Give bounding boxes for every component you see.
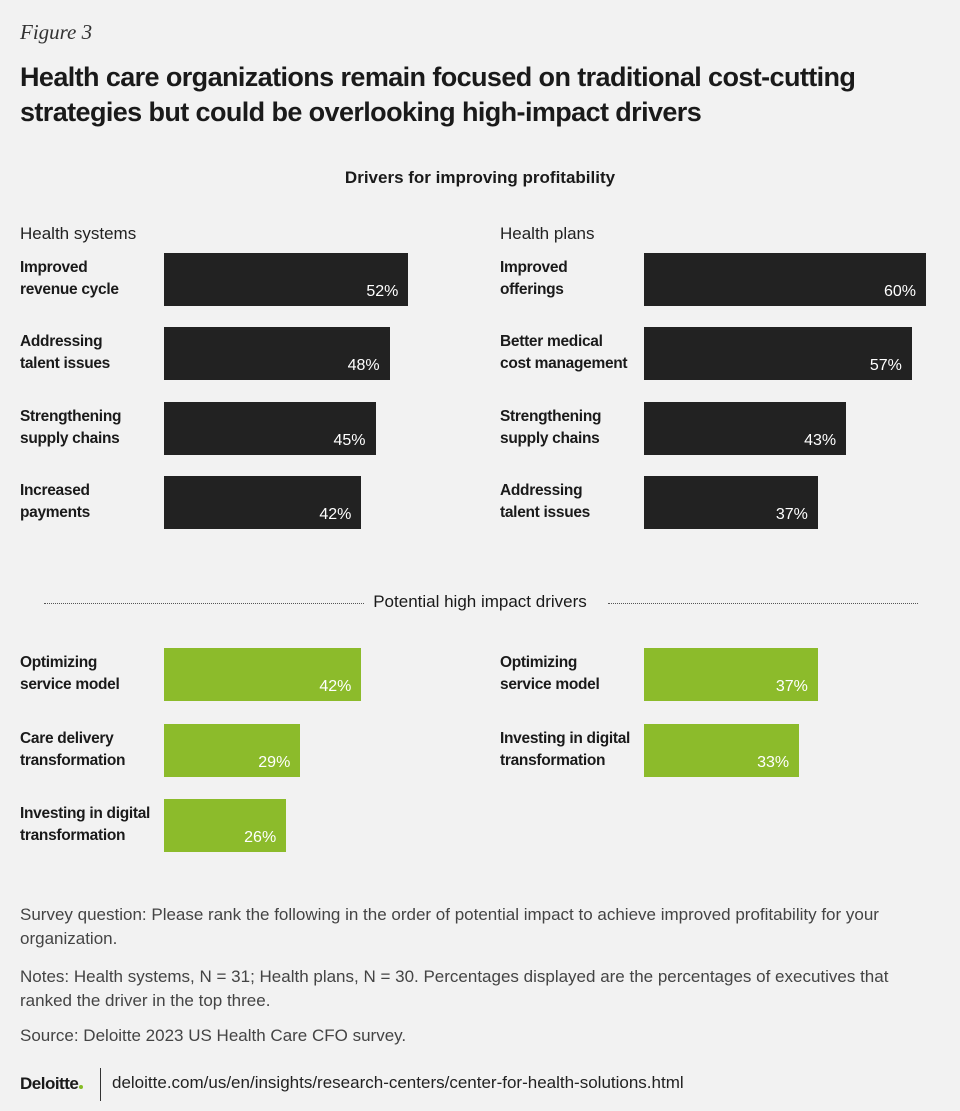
bar bbox=[164, 253, 409, 306]
category-label: Strengthening supply chains bbox=[500, 407, 602, 447]
category-label: Investing in digital transformation bbox=[500, 729, 631, 769]
value-label: 29% bbox=[258, 753, 291, 771]
subtitle: Drivers for improving profitability bbox=[344, 168, 616, 187]
bar bbox=[644, 648, 818, 701]
category-label: Strengthening supply chains bbox=[20, 407, 122, 447]
value-label: 42% bbox=[319, 678, 352, 695]
section-label-wrap: Potential high impact drivers bbox=[0, 592, 960, 612]
category-label: Improved offerings bbox=[500, 259, 568, 298]
category-label: Improved revenue cycle bbox=[20, 259, 119, 298]
section-label: Potential high impact drivers bbox=[365, 592, 595, 611]
category-label: Addressing talent issues bbox=[500, 481, 591, 521]
value-label: 33% bbox=[757, 753, 790, 771]
brand: Deloitte bbox=[20, 1074, 83, 1094]
bar bbox=[644, 327, 912, 381]
bar bbox=[164, 799, 287, 852]
category-label: Optimizing service model bbox=[20, 654, 120, 693]
value-label: 42% bbox=[319, 505, 352, 523]
bar bbox=[644, 723, 800, 777]
category-label: Better medical cost management bbox=[500, 333, 628, 373]
survey-question: Survey question: Please rank the followi… bbox=[20, 905, 879, 948]
value-label: 45% bbox=[333, 431, 366, 449]
divider bbox=[608, 603, 918, 604]
bar bbox=[644, 401, 847, 455]
source: Source: Deloitte 2023 US Health Care CFO… bbox=[20, 1026, 407, 1045]
value-label: 26% bbox=[244, 829, 277, 846]
bar bbox=[164, 327, 390, 381]
bar bbox=[164, 475, 362, 529]
figure-label: Figure 3 bbox=[20, 20, 93, 44]
url: deloitte.com/us/en/insights/research-cen… bbox=[112, 1073, 684, 1092]
category-label: Addressing talent issues bbox=[20, 333, 111, 373]
chart-title: Health systems bbox=[20, 224, 137, 243]
value-label: 60% bbox=[883, 283, 916, 300]
value-label: 52% bbox=[366, 283, 399, 300]
value-label: 43% bbox=[804, 431, 837, 449]
category-label: Investing in digital transformation bbox=[20, 805, 151, 844]
bar bbox=[164, 648, 362, 701]
divider bbox=[44, 603, 370, 604]
bar bbox=[644, 475, 818, 529]
title: Health care organizations remain focused… bbox=[20, 62, 856, 127]
bar bbox=[164, 723, 301, 777]
value-label: 48% bbox=[347, 357, 380, 375]
bar bbox=[164, 401, 376, 455]
separator bbox=[100, 1068, 101, 1101]
value-label: 37% bbox=[775, 678, 808, 695]
category-label: Care delivery transformation bbox=[20, 729, 126, 769]
category-label: Optimizing service model bbox=[500, 654, 600, 693]
value-label: 37% bbox=[775, 505, 808, 523]
category-label: Increased payments bbox=[20, 481, 90, 521]
notes: Notes: Health systems, N = 31; Health pl… bbox=[20, 967, 889, 1010]
value-label: 57% bbox=[869, 357, 902, 375]
chart-title: Health plans bbox=[500, 224, 595, 243]
bar bbox=[644, 253, 926, 306]
